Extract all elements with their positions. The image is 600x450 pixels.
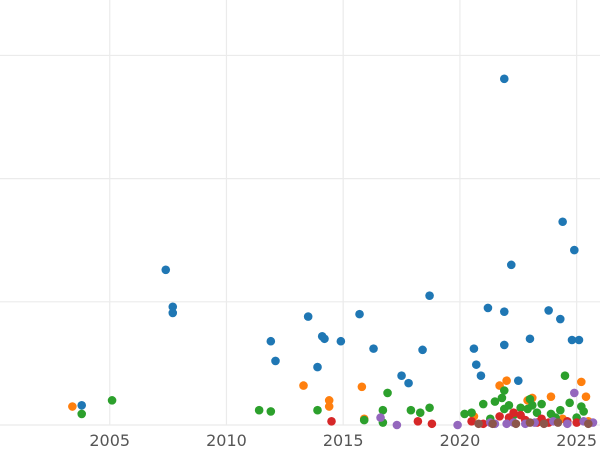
data-point [161, 265, 171, 275]
data-point [497, 393, 507, 403]
data-point [406, 405, 416, 415]
data-point [525, 418, 535, 427]
data-point [563, 419, 572, 429]
data-point [513, 376, 523, 385]
x-tick-label: 2020 [440, 431, 481, 450]
data-point [574, 335, 584, 345]
data-point [539, 419, 549, 429]
data-point [537, 399, 546, 409]
data-point [327, 417, 336, 426]
data-point [324, 402, 334, 411]
data-point [320, 334, 329, 344]
data-point [313, 362, 322, 372]
data-point [572, 418, 581, 427]
data-point [397, 371, 406, 381]
data-point [560, 371, 570, 381]
data-point [499, 386, 509, 395]
data-point [415, 408, 425, 417]
data-point [567, 335, 577, 345]
data-point [509, 408, 518, 417]
x-axis-tick-labels: 2005 2010 2015 2020 2025 [89, 431, 597, 450]
data-point [504, 400, 514, 410]
data-point [570, 388, 579, 398]
data-point [544, 306, 553, 315]
data-point [499, 74, 509, 84]
data-point [565, 398, 574, 408]
data-point [467, 408, 476, 417]
data-point [355, 309, 364, 319]
data-point [471, 360, 481, 369]
data-point [107, 396, 117, 405]
x-tick-label: 2015 [323, 431, 364, 450]
data-point [376, 413, 385, 422]
data-point [427, 419, 437, 429]
data-point [495, 412, 504, 421]
data-point [556, 405, 565, 415]
data-point [483, 303, 493, 313]
x-tick-label: 2010 [206, 431, 247, 450]
data-point [271, 356, 280, 366]
data-point [168, 302, 178, 312]
data-point [404, 378, 413, 388]
data-point [556, 314, 565, 324]
data-point [511, 419, 521, 429]
data-point [525, 334, 535, 344]
data-point [460, 409, 469, 419]
data-point [77, 400, 87, 410]
data-point [488, 419, 497, 429]
data-point [299, 381, 308, 390]
data-point [490, 397, 500, 406]
data-point [413, 417, 423, 426]
data-point [467, 417, 476, 426]
data-point [336, 336, 346, 346]
data-point [77, 409, 87, 419]
data-point [581, 392, 591, 401]
data-point [570, 245, 579, 255]
data-point [254, 405, 264, 415]
data-point [359, 415, 369, 425]
data-point [68, 402, 77, 411]
data-point [499, 340, 509, 350]
data-point [558, 217, 567, 227]
data-point [506, 260, 516, 270]
data-point [378, 405, 388, 415]
x-tick-label: 2005 [89, 431, 130, 450]
grid [0, 0, 600, 426]
data-point [357, 382, 367, 392]
data-point [527, 400, 537, 410]
data-point [383, 388, 392, 398]
data-point [168, 308, 178, 318]
data-point [324, 396, 334, 405]
data-point [478, 399, 488, 409]
data-point [502, 419, 511, 429]
data-point [369, 344, 378, 353]
data-point [266, 336, 276, 346]
data-point [584, 419, 593, 429]
data-point [469, 344, 479, 353]
data-point [499, 307, 509, 316]
data-point [453, 420, 462, 430]
data-point [577, 377, 586, 387]
data-points [68, 74, 598, 430]
data-point [425, 291, 434, 300]
data-point [553, 418, 563, 427]
data-point [392, 420, 402, 430]
data-point [474, 419, 483, 429]
data-point [303, 312, 313, 321]
data-point [532, 408, 542, 417]
data-point [266, 407, 276, 416]
data-point [579, 407, 588, 416]
data-point [546, 392, 556, 401]
data-point [516, 403, 525, 413]
data-point [502, 376, 511, 385]
data-point [418, 345, 427, 355]
x-tick-label: 2025 [556, 431, 597, 450]
data-point [476, 371, 486, 381]
data-point [425, 403, 434, 413]
data-point [313, 405, 322, 415]
